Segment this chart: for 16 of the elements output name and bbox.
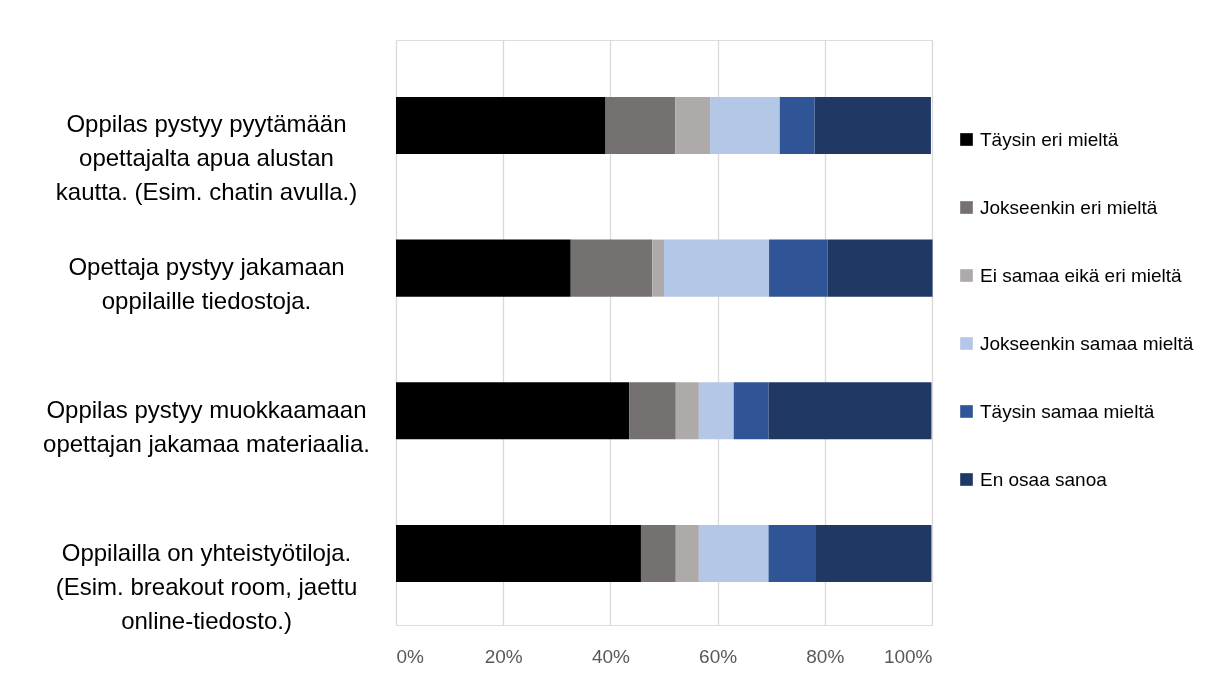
x-tick-label: 0% (396, 645, 425, 667)
legend-label: Jokseenkin samaa mieltä (980, 332, 1194, 354)
legend-label: Ei samaa eikä eri mieltä (980, 264, 1183, 286)
y-tick-label: Opettaja pystyy jakamaan oppilaille tiedostoja. (68, 253, 345, 315)
y-tick-label: Oppilas pystyy muokkaamaan opettajan jakamaa materiaalia. (43, 395, 370, 457)
x-tick-label: 100% (883, 645, 933, 667)
x-tick-label: 60% (699, 645, 738, 667)
legend-label: Jokseenkin eri mieltä (980, 196, 1158, 218)
x-tick-label: 40% (591, 645, 631, 667)
x-tick-label: 80% (806, 645, 845, 667)
legend-label: En osaa sanoa (980, 468, 1108, 490)
y-tick-label: Oppilailla on yhteistyötiloja. (Esim. breakout room, jaettu online-tiedosto.) (55, 538, 358, 634)
legend-label: Täysin eri mieltä (980, 128, 1119, 150)
y-tick-label: Oppilas pystyy pyytämään opettajalta apua alustan kautta. (Esim. chatin avulla.) (55, 110, 358, 206)
legend-label: Täysin samaa mieltä (980, 400, 1155, 422)
x-tick-label: 20% (484, 645, 523, 667)
